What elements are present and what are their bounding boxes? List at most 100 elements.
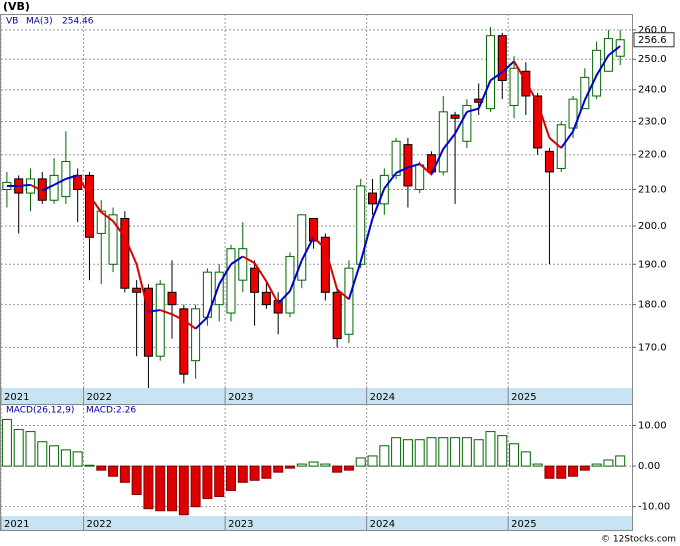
ma-segment [312, 236, 327, 250]
ma-segment [466, 107, 479, 113]
candle-body [521, 70, 531, 97]
macd-bar [167, 465, 178, 512]
macd-bar [190, 465, 201, 508]
ma-segment [347, 261, 362, 300]
macd-bar [591, 463, 602, 467]
macd-bar [108, 465, 119, 477]
ma-segment [148, 309, 161, 313]
y-tick-label: 240.0 [638, 85, 667, 96]
macd-bar [225, 465, 236, 491]
macd-bar [391, 437, 402, 467]
y-tick-label: -10.00 [638, 502, 670, 513]
candle-body [415, 164, 425, 190]
x-tick-label: 2021 [4, 519, 29, 530]
candle-body [285, 255, 295, 314]
ma-segment [159, 309, 173, 316]
candle-body [250, 267, 260, 293]
x-tick-label: 2023 [228, 392, 253, 403]
macd-bar [320, 463, 331, 467]
macd-bar [202, 465, 213, 500]
macd-bar [343, 465, 354, 471]
candle-body [297, 214, 307, 281]
y-tick-label: 180.0 [638, 300, 667, 311]
ma-segment [489, 71, 503, 82]
macd-bar [426, 437, 437, 467]
candle-body [403, 144, 413, 187]
ma-segment [206, 283, 221, 318]
ma-segment [383, 172, 397, 190]
date-band [1, 388, 632, 404]
y-tick-label: 170.0 [638, 342, 667, 353]
x-tick-label: 2022 [87, 392, 112, 403]
ma-segment [253, 262, 268, 282]
macd-bar [438, 437, 449, 467]
candle-body [108, 214, 118, 265]
macd-bar [119, 465, 130, 483]
candle-body [49, 174, 59, 201]
ma-segment [560, 130, 574, 149]
ma-segment [513, 60, 527, 82]
candle-body [497, 35, 507, 81]
candle-body [426, 154, 436, 173]
x-tick-label: 2023 [228, 519, 253, 530]
macd-bar [450, 437, 461, 467]
macd-bar [603, 459, 614, 467]
date-band [1, 516, 632, 530]
ma-segment [583, 74, 598, 101]
candle-body [132, 287, 142, 293]
ma-segment [242, 255, 256, 264]
x-tick-label: 2025 [511, 392, 536, 403]
candle-body [438, 111, 448, 173]
macd-bar [296, 463, 307, 467]
legend-ma-value: 254.46 [62, 17, 94, 27]
macd-bar [37, 441, 48, 467]
candle-body [568, 98, 578, 129]
macd-bar [615, 455, 626, 467]
y-tick-label: 250.0 [638, 54, 667, 65]
candle-body [226, 248, 236, 314]
ma-segment [442, 133, 456, 150]
ma-segment [371, 188, 386, 219]
candle-body [450, 114, 460, 119]
ma-segment [41, 183, 55, 192]
macd-bar [355, 457, 366, 467]
ma-segment [607, 45, 621, 57]
macd-bar [532, 463, 543, 467]
ma-segment [395, 166, 409, 174]
candle-body [485, 35, 495, 110]
macd-bar [237, 465, 248, 483]
macd-bar [579, 465, 590, 471]
ma-segment [454, 111, 468, 135]
ma-segment [100, 211, 114, 222]
macd-bar [556, 465, 567, 479]
ma-segment [171, 313, 185, 322]
candle-body [238, 248, 248, 281]
macd-bar [332, 465, 343, 473]
last-price-label: 256.6 [638, 35, 667, 46]
ma-segment [230, 255, 244, 266]
candle-body [509, 67, 519, 106]
macd-bar [544, 465, 555, 479]
ma-segment [218, 263, 232, 285]
candle-body [462, 104, 472, 142]
ma-segment [501, 60, 515, 73]
macd-bar [273, 465, 284, 473]
candle-body [261, 291, 271, 306]
macd-bar [485, 431, 496, 467]
ma-segment [289, 259, 303, 292]
candle-body [533, 95, 543, 149]
ma-segment [524, 80, 539, 104]
ma-segment [135, 264, 150, 312]
candle-body [344, 267, 354, 335]
legend-ma: MA(3) [26, 17, 53, 27]
ma-segment [430, 148, 445, 175]
macd-title: MACD(26,12,9) [6, 406, 74, 416]
source: © 12Stocks.com [601, 535, 676, 545]
macd-bar [367, 455, 378, 467]
ma-segment [123, 236, 138, 265]
candle-body [592, 49, 602, 97]
ma-segment [183, 319, 197, 330]
candle-body [167, 291, 177, 306]
macd-bar [497, 435, 508, 467]
